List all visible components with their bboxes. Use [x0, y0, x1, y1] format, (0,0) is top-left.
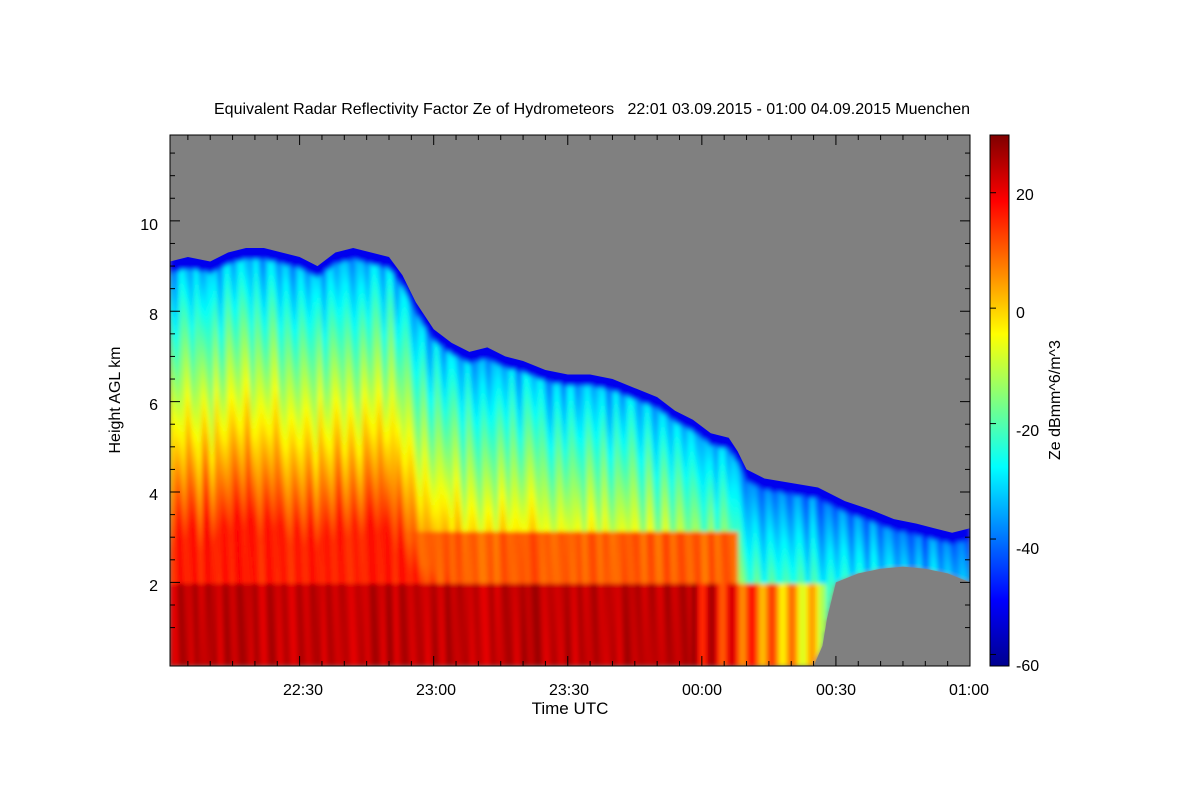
colorbar-tick-label: -20 [1016, 423, 1039, 440]
plot-area [169, 134, 971, 667]
x-axis: 22:30 23:00 23:30 00:00 00:30 01:00 Time… [283, 682, 989, 718]
x-tick-label: 01:00 [949, 682, 989, 699]
y-axis: 2 4 6 8 10 Height AGL km [107, 217, 158, 595]
x-tick-label: 23:00 [416, 682, 456, 699]
y-tick-label: 4 [149, 487, 158, 504]
colorbar-gradient [989, 134, 1010, 667]
x-tick-label: 23:30 [549, 682, 589, 699]
colorbar-tick-label: -40 [1016, 541, 1039, 558]
colorbar-tick-label: 20 [1016, 187, 1034, 204]
axis-ticks [170, 135, 971, 666]
y-tick-label: 8 [149, 307, 158, 324]
colorbar-tick-label: -60 [1016, 658, 1039, 675]
y-tick-label: 2 [149, 578, 158, 595]
colorbar-tick-label: 0 [1016, 305, 1025, 322]
chart-title: Equivalent Radar Reflectivity Factor Ze … [214, 101, 970, 118]
y-axis-label: Height AGL km [107, 346, 124, 453]
x-axis-label: Time UTC [532, 699, 609, 718]
y-tick-label: 6 [149, 397, 158, 414]
x-tick-label: 22:30 [283, 682, 323, 699]
x-tick-label: 00:30 [816, 682, 856, 699]
colorbar-ticks [990, 192, 996, 655]
plot-frame [169, 134, 971, 667]
y-tick-label: 10 [140, 217, 158, 234]
colorbar-label: Ze dBmm^6/m^3 [1047, 340, 1064, 460]
x-tick-label: 00:00 [682, 682, 722, 699]
colorbar: 20 0 -20 -40 -60 Ze dBmm^6/m^3 [989, 134, 1064, 675]
